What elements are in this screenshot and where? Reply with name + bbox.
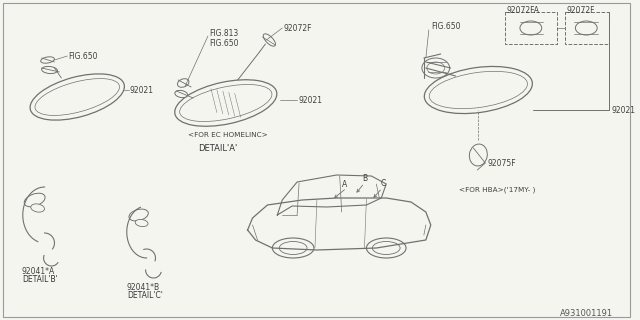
Ellipse shape	[30, 74, 124, 120]
Text: B: B	[362, 173, 367, 182]
Ellipse shape	[24, 193, 45, 207]
Text: DETAIL'A': DETAIL'A'	[198, 143, 237, 153]
Ellipse shape	[422, 58, 450, 78]
Ellipse shape	[42, 67, 58, 74]
Text: FIG.650: FIG.650	[431, 21, 460, 30]
Ellipse shape	[273, 238, 314, 258]
Ellipse shape	[177, 79, 189, 87]
Ellipse shape	[175, 90, 188, 98]
Ellipse shape	[31, 204, 45, 212]
Text: FIG.813: FIG.813	[209, 28, 238, 37]
Ellipse shape	[41, 57, 54, 63]
Text: DETAIL'B': DETAIL'B'	[22, 276, 58, 284]
Ellipse shape	[175, 80, 277, 126]
Ellipse shape	[129, 209, 148, 221]
Text: A: A	[342, 180, 348, 188]
Text: FIG.650: FIG.650	[209, 38, 239, 47]
Text: 92041*B: 92041*B	[127, 283, 160, 292]
Text: 92021: 92021	[298, 95, 322, 105]
Text: C: C	[381, 179, 386, 188]
Text: DETAIL'C': DETAIL'C'	[127, 292, 163, 300]
Text: <FOR HBA>('17MY- ): <FOR HBA>('17MY- )	[458, 187, 535, 193]
Bar	[505, 12, 557, 44]
Ellipse shape	[520, 21, 541, 35]
Text: 92072F: 92072F	[284, 23, 312, 33]
Text: <FOR EC HOMELINC>: <FOR EC HOMELINC>	[188, 132, 268, 138]
Ellipse shape	[263, 34, 275, 46]
Text: 92072F: 92072F	[566, 5, 595, 14]
Ellipse shape	[575, 21, 597, 35]
Ellipse shape	[469, 144, 487, 166]
Text: FIG.650: FIG.650	[68, 52, 98, 60]
Text: 92041*A: 92041*A	[22, 267, 55, 276]
Text: 92021: 92021	[611, 106, 635, 115]
Text: 92075F: 92075F	[487, 158, 516, 167]
Text: 92072FA: 92072FA	[506, 5, 539, 14]
Ellipse shape	[135, 220, 148, 227]
Bar	[564, 12, 609, 44]
Text: A931001191: A931001191	[559, 308, 612, 317]
Ellipse shape	[424, 67, 532, 114]
Text: 92021: 92021	[130, 85, 154, 94]
Ellipse shape	[367, 238, 406, 258]
